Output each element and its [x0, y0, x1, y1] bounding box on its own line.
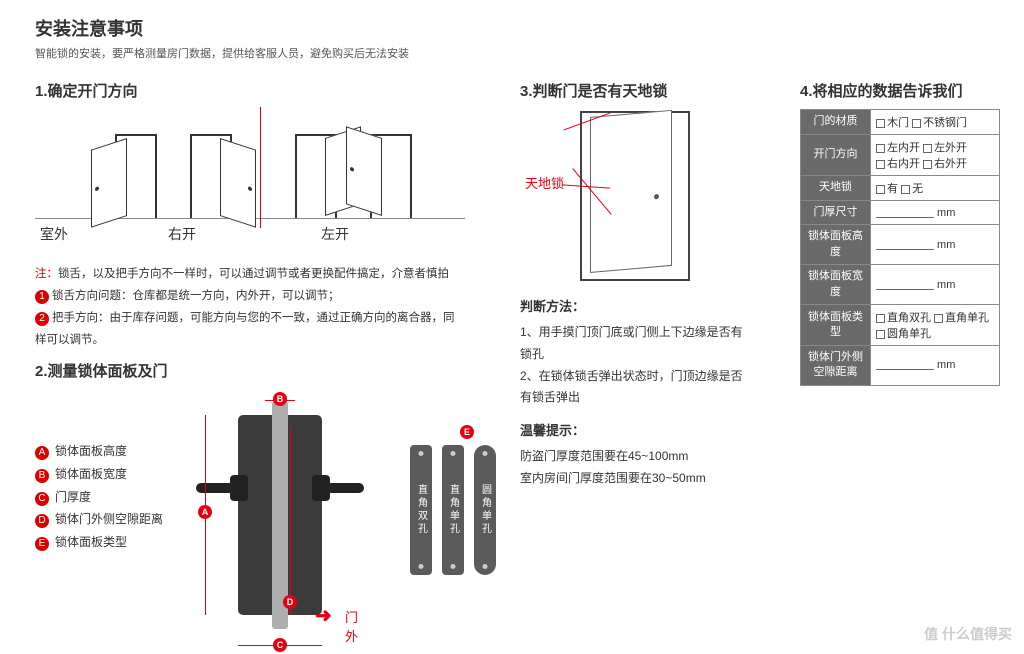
data-table: 门的材质木门 不锈钢门 开门方向左内开 左外开 右内开 右外开 天地锁有 无 门… [800, 109, 1000, 386]
dim-badge-B: B [273, 392, 287, 406]
table-cell: mm [871, 265, 1000, 305]
table-header: 锁体门外侧空隙距离 [801, 345, 871, 385]
plate-2: 直角单孔 [442, 445, 464, 575]
door-diagram [35, 109, 465, 219]
label-right: 右开 [168, 224, 196, 244]
tip-title: 温馨提示： [520, 419, 750, 442]
note2: 把手方向：由于库存问题，可能方向与您的不一致，通过正确方向的离合器，同样可以调节… [35, 312, 455, 346]
table-cell: 直角双孔 直角单孔 圆角单孔 [871, 304, 1000, 345]
table-cell: 木门 不锈钢门 [871, 110, 1000, 135]
dim-badge-C: C [273, 638, 287, 652]
table-header: 锁体面板类型 [801, 304, 871, 345]
section1-title: 1.确定开门方向 [35, 80, 465, 101]
tip-2: 室内房间门厚度范围要在30~50mm [520, 468, 750, 490]
door-labels: 室外 右开 左开 [35, 224, 465, 244]
table-header: 门厚尺寸 [801, 201, 871, 225]
table-cell: mm [871, 345, 1000, 385]
plate-1: 直角双孔 [410, 445, 432, 575]
section-door-direction: 1.确定开门方向 室外 右开 左开 注：锁舌，以及把手方向不一样时，可以通过调节… [35, 80, 465, 351]
method-title: 判断方法： [520, 295, 750, 318]
measure-legend: A锁体面板高度 B锁体面板宽度 C门厚度 D锁体门外侧空隙距离 E锁体面板类型 [35, 440, 163, 554]
badge-2: 2 [35, 312, 49, 326]
note0: 锁舌，以及把手方向不一样时，可以通过调节或者更换配件搞定，介意者慎拍 [58, 268, 449, 280]
note-prefix: 注： [35, 268, 58, 280]
page-header: 安装注意事项 智能锁的安装，要严格测量房门数据，提供给客服人员，避免购买后无法安… [35, 15, 409, 61]
table-cell: 有 无 [871, 176, 1000, 201]
badge-1: 1 [35, 290, 49, 304]
dim-badge-A: A [198, 505, 212, 519]
method-2: 2、在锁体锁舌弹出状态时，门顶边缘是否有锁舌弹出 [520, 366, 750, 409]
table-header: 锁体面板宽度 [801, 265, 871, 305]
dim-badge-D: D [283, 595, 297, 609]
note1: 锁舌方向问题：仓库都是统一方向，内外开，可以调节； [52, 290, 340, 302]
arrow-icon: ➜ [315, 603, 332, 628]
door3-diagram: 天地锁 [580, 111, 690, 281]
section2-title: 2.测量锁体面板及门 [35, 360, 505, 381]
skylock-tag: 天地锁 [525, 173, 564, 192]
table-header: 锁体面板高度 [801, 225, 871, 265]
dim-badge-E: E [460, 425, 474, 439]
arrow-label: 门外 [345, 607, 365, 645]
page-title: 安装注意事项 [35, 15, 409, 41]
table-cell: mm [871, 201, 1000, 225]
method-1: 1、用手摸门顶门底或门侧上下边缘是否有锁孔 [520, 322, 750, 365]
table-cell: mm [871, 225, 1000, 265]
section4-title: 4.将相应的数据告诉我们 [800, 80, 1000, 101]
notes: 注：锁舌，以及把手方向不一样时，可以通过调节或者更换配件搞定，介意者慎拍 1锁舌… [35, 264, 465, 351]
table-header: 门的材质 [801, 110, 871, 135]
lock-diagram: A B C D ➜ 门外 [195, 395, 365, 615]
section-skylock: 3.判断门是否有天地锁 天地锁 判断方法： 1、用手摸门顶门底或门侧上下边缘是否… [520, 80, 750, 489]
sideplate-types: 直角双孔 直角单孔 圆角单孔 [410, 445, 496, 575]
plate-3: 圆角单孔 [474, 445, 496, 575]
section-measure: 2.测量锁体面板及门 A锁体面板高度 B锁体面板宽度 C门厚度 D锁体门外侧空隙… [35, 360, 505, 389]
watermark: 值 什么值得买 [924, 624, 1012, 644]
table-header: 天地锁 [801, 176, 871, 201]
divider-line [260, 107, 261, 228]
label-left: 左开 [321, 224, 349, 244]
table-header: 开门方向 [801, 135, 871, 176]
page-subtitle: 智能锁的安装，要严格测量房门数据，提供给客服人员，避免购买后无法安装 [35, 45, 409, 61]
section-form: 4.将相应的数据告诉我们 门的材质木门 不锈钢门 开门方向左内开 左外开 右内开… [800, 80, 1000, 386]
label-outdoor: 室外 [40, 224, 68, 244]
section3-title: 3.判断门是否有天地锁 [520, 80, 750, 101]
tip-1: 防盗门厚度范围要在45~100mm [520, 446, 750, 468]
dim-D [290, 425, 291, 615]
section3-text: 判断方法： 1、用手摸门顶门底或门侧上下边缘是否有锁孔 2、在锁体锁舌弹出状态时… [520, 295, 750, 489]
table-cell: 左内开 左外开 右内开 右外开 [871, 135, 1000, 176]
